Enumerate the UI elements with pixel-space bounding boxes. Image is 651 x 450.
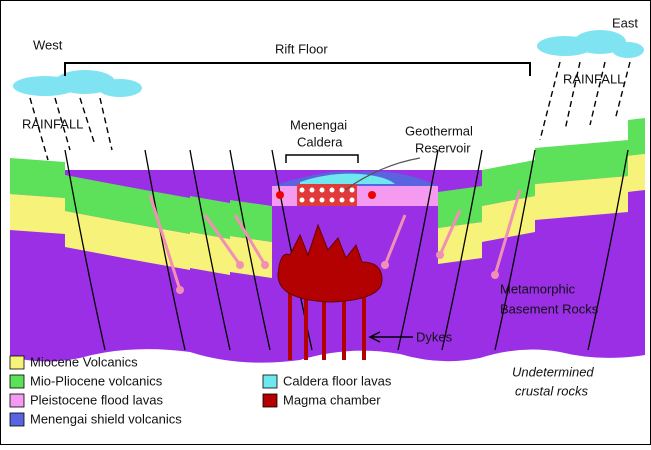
flow-head [381,261,389,269]
label: Basement Rocks [500,301,599,316]
reservoir-dot [350,198,355,203]
label: RAINFALL [22,116,83,131]
reservoir-dot [350,188,355,193]
green-layer [628,118,645,156]
label: Rift Floor [275,41,328,56]
legend-swatch [263,394,277,407]
legend-label: Magma chamber [283,392,381,407]
label: Menengai [290,117,347,132]
label: RAINFALL [563,71,624,86]
flow-head [491,271,499,279]
green-layer [190,196,230,239]
dyke [288,290,292,360]
label: Reservoir [415,140,471,155]
green-layer [438,186,482,228]
label: West [33,37,63,52]
legend-swatch [10,413,24,426]
legend-label: Pleistocene flood lavas [30,392,163,407]
label: Dykes [416,329,453,344]
label: Caldera [297,134,343,149]
flow-head [176,286,184,294]
legend-label: Caldera floor lavas [283,373,392,388]
dyke [304,290,308,360]
reservoir-dot [320,188,325,193]
yellow-layer [628,154,645,192]
legend-label: Menengai shield volcanics [30,411,182,426]
label: Undetermined [512,364,594,379]
label: East [612,15,638,30]
reservoir-dot [340,198,345,203]
legend-swatch [10,356,24,369]
legend-swatch [263,375,277,388]
legend-label: Mio-Pliocene volcanics [30,373,163,388]
reservoir-dot [300,188,305,193]
reservoir-dot [310,188,315,193]
green-layer [230,200,272,242]
reservoir-dot [310,198,315,203]
diagram: West East Rift Floor RAINFALL RAINFALL M… [0,0,651,445]
legend-label: Miocene Volcanics [30,354,138,369]
yellow-layer [10,194,65,234]
label: crustal rocks [515,383,588,398]
label: Metamorphic [500,281,576,296]
label: Geothermal [405,123,473,138]
reservoir-dot [320,198,325,203]
flow-head [436,251,444,259]
reservoir-dot [330,188,335,193]
reservoir-dot [340,188,345,193]
reservoir-dot [300,198,305,203]
green-layer [10,158,65,198]
legend-swatch [10,375,24,388]
reservoir-arrow [276,191,284,199]
flow-head [261,261,269,269]
reservoir-arrow [368,191,376,199]
flow-head [236,261,244,269]
reservoir-dot [330,198,335,203]
dyke [362,290,366,360]
legend-swatch [10,394,24,407]
